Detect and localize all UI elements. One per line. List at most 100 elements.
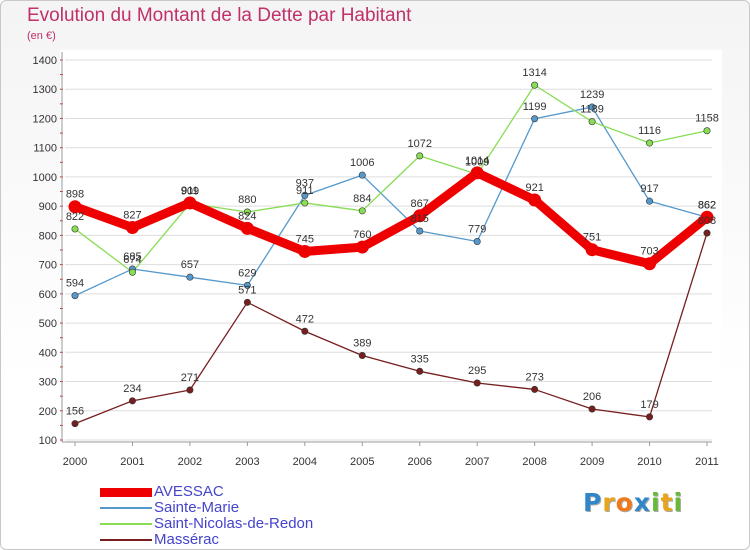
data-point <box>358 171 366 179</box>
data-label: 156 <box>66 406 84 418</box>
data-label: 745 <box>296 233 314 245</box>
y-tick-label: 1300 <box>33 84 57 96</box>
data-label: 295 <box>468 365 486 377</box>
logo-letter: r <box>602 488 616 517</box>
data-point <box>703 229 711 237</box>
data-label: 779 <box>468 224 486 236</box>
x-tick-label: 2004 <box>293 456 317 468</box>
x-tick-label: 2010 <box>637 456 661 468</box>
data-point <box>301 327 309 335</box>
logo-letter: P <box>583 488 603 517</box>
y-tick-label: 500 <box>39 318 57 330</box>
data-label: 1199 <box>523 101 547 113</box>
data-point <box>531 81 539 89</box>
data-label: 472 <box>296 313 314 325</box>
data-label: 921 <box>525 182 543 194</box>
data-point <box>416 227 424 235</box>
chart-title: Evolution du Montant de la Dette par Hab… <box>27 5 412 26</box>
x-tick-label: 2003 <box>235 456 259 468</box>
data-label: 1009 <box>465 156 489 168</box>
data-label: 1239 <box>580 89 604 101</box>
data-label: 1189 <box>580 104 604 116</box>
legend-swatch <box>100 507 152 509</box>
data-label: 273 <box>525 371 543 383</box>
data-point <box>643 257 657 271</box>
data-label: 234 <box>123 383 141 395</box>
chart-subtitle: (en €) <box>27 30 56 42</box>
data-label: 917 <box>640 183 658 195</box>
data-label: 571 <box>238 284 256 296</box>
legend-swatch <box>100 523 152 525</box>
y-tick-label: 1400 <box>33 55 57 67</box>
data-label: 674 <box>123 254 141 266</box>
proxiti-logo: Proxiti <box>583 488 683 517</box>
data-point <box>531 115 539 123</box>
data-point <box>298 244 312 258</box>
data-point <box>243 281 251 289</box>
data-point <box>128 397 136 405</box>
y-tick-label: 600 <box>39 289 57 301</box>
data-label: 898 <box>66 189 84 201</box>
data-label: 867 <box>411 198 429 210</box>
legend-swatch <box>100 487 152 497</box>
data-point <box>416 367 424 375</box>
x-tick-label: 2011 <box>695 456 719 468</box>
data-point <box>473 379 481 387</box>
data-label: 911 <box>181 185 199 197</box>
y-tick-label: 1200 <box>33 113 57 125</box>
data-label: 862 <box>698 199 716 211</box>
data-label: 1158 <box>695 113 719 125</box>
data-point <box>240 221 254 235</box>
data-point <box>700 210 714 224</box>
data-label: 880 <box>238 194 256 206</box>
data-point <box>470 166 484 180</box>
data-point <box>416 152 424 160</box>
data-point <box>301 191 309 199</box>
data-point <box>71 225 79 233</box>
data-label: 1014 <box>465 155 489 167</box>
x-tick-label: 2009 <box>580 456 604 468</box>
data-point <box>473 238 481 246</box>
data-label: 335 <box>411 353 429 365</box>
legend-swatch <box>100 539 152 541</box>
x-tick-label: 2001 <box>120 456 144 468</box>
data-point <box>243 298 251 306</box>
data-label: 703 <box>640 246 658 258</box>
x-tick-label: 2006 <box>407 456 431 468</box>
logo-letter: t <box>660 488 674 517</box>
y-tick-label: 800 <box>39 230 57 242</box>
data-point <box>646 413 654 421</box>
data-point <box>71 420 79 428</box>
x-tick-label: 2000 <box>63 456 87 468</box>
data-point <box>358 352 366 360</box>
data-label: 1006 <box>350 157 374 169</box>
data-point <box>588 405 596 413</box>
data-label: 389 <box>353 338 371 350</box>
legend-label: Sainte-Marie <box>154 499 240 516</box>
data-label: 760 <box>353 229 371 241</box>
data-label: 937 <box>296 177 314 189</box>
data-label: 179 <box>640 399 658 411</box>
data-label: 271 <box>181 372 199 384</box>
data-point <box>531 385 539 393</box>
legend-label: Massérac <box>154 531 220 548</box>
data-label: 1072 <box>407 138 431 150</box>
y-tick-label: 400 <box>39 347 57 359</box>
y-tick-label: 100 <box>39 435 57 447</box>
data-label: 815 <box>411 213 429 225</box>
logo-letter: i <box>651 488 661 517</box>
data-point <box>413 209 427 223</box>
y-tick-label: 900 <box>39 201 57 213</box>
y-tick-label: 700 <box>39 260 57 272</box>
data-point <box>358 207 366 215</box>
x-tick-label: 2005 <box>350 456 374 468</box>
data-label: 751 <box>583 232 601 244</box>
data-point <box>588 118 596 126</box>
data-point <box>68 200 82 214</box>
x-tick-label: 2002 <box>178 456 202 468</box>
data-label: 827 <box>123 209 141 221</box>
data-label: 1314 <box>522 67 546 79</box>
data-label: 911 <box>296 185 314 197</box>
data-point <box>186 386 194 394</box>
data-point <box>355 240 369 254</box>
